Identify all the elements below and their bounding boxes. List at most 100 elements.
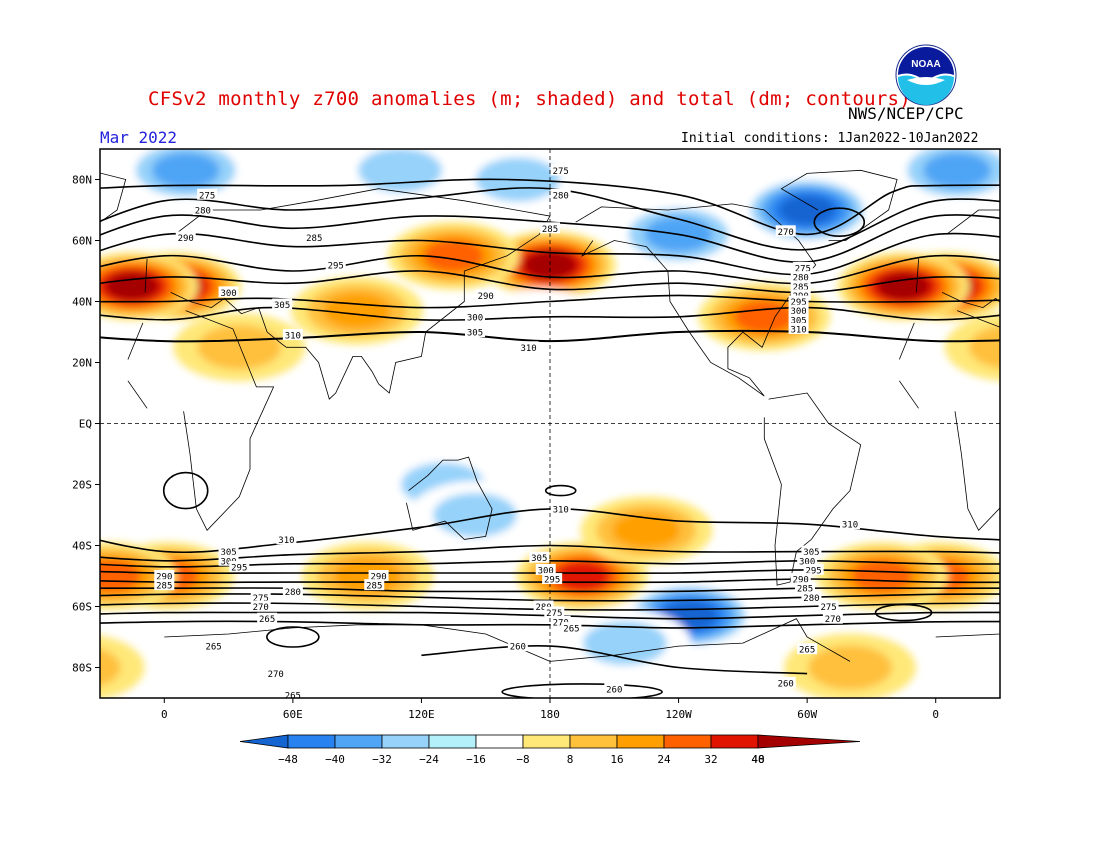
contour-label-bg [788, 322, 809, 334]
contour-label-bg [790, 573, 811, 585]
contour-label: 275 [553, 167, 569, 177]
anomaly-cell [808, 645, 892, 690]
contour-label-bg [265, 667, 286, 679]
contour-label-bg [803, 563, 824, 575]
contour-label: 260 [778, 679, 794, 689]
anomaly-cell [0, 295, 35, 339]
y-tick-label: 40N [72, 296, 92, 309]
contour-label: 300 [790, 307, 806, 317]
contour-line [100, 270, 1000, 294]
contour-label-bg [795, 582, 815, 594]
anomaly-cell [554, 561, 610, 591]
x-tick-label: 0 [932, 708, 939, 721]
contour-line [100, 329, 1000, 343]
contour-label-bg [282, 688, 303, 698]
contour-label-bg [325, 258, 346, 270]
coastline-antarctica [0, 619, 79, 662]
contour-line [100, 306, 1000, 321]
contour-label: 280 [195, 207, 211, 217]
anomaly-cell [323, 292, 392, 329]
anomaly-cell [0, 186, 83, 235]
closed-contour [162, 471, 209, 510]
contour-label: 310 [520, 344, 536, 354]
contour-label-bg [465, 310, 485, 322]
contour-label: 270 [268, 670, 284, 680]
contour-label: 290 [156, 573, 172, 583]
contour-line [100, 187, 1000, 251]
contour-label: 270 [778, 228, 794, 238]
contour-label: 265 [563, 624, 579, 634]
anomaly-cell [151, 152, 220, 189]
anomaly-cell [852, 560, 913, 592]
contour-label-bg [775, 676, 796, 688]
coastline-greenland [100, 172, 127, 223]
contour-label: 285 [366, 582, 382, 592]
anomaly-cell [1095, 293, 1100, 329]
contour-label-bg [790, 271, 811, 283]
colorbar-label: −24 [419, 753, 439, 766]
y-tick-label: 20S [72, 479, 92, 492]
y-tick-label: 40S [72, 540, 92, 553]
coastline-europe-asia [144, 258, 148, 293]
contour-label-bg [550, 164, 571, 176]
contour-label-bg [250, 600, 271, 612]
colorbar-label: −32 [372, 753, 392, 766]
colorbar-label: 32 [704, 753, 717, 766]
contour-label-bg [304, 231, 325, 243]
contour-label-bg [542, 573, 563, 585]
contour-label: 275 [795, 264, 811, 274]
contour-label-bg [550, 615, 571, 627]
coastline-africa [183, 310, 919, 531]
contour-label: 265 [799, 646, 815, 656]
contour-line [100, 544, 1000, 562]
contour-line [100, 254, 1000, 285]
contour-label: 305 [531, 554, 547, 564]
longitude-axis: 0 60E 120E 180 120W 60W 0 [161, 698, 939, 721]
colorbar-segment [616, 734, 665, 749]
colorbar-label: −48 [278, 753, 298, 766]
contour-label-bg [550, 188, 571, 200]
noaa-logo: NOAA [895, 44, 957, 106]
contour-label-bg [518, 341, 539, 353]
contour-label: 295 [805, 566, 821, 576]
anomaly-cell [0, 190, 73, 229]
contour-label: 280 [553, 191, 569, 201]
contour-label: 275 [546, 609, 562, 619]
closed-contour [544, 484, 577, 497]
contour-label: 280 [535, 603, 551, 613]
contour-label: 295 [328, 261, 344, 271]
coastline-south-america [763, 392, 862, 586]
contour-line [100, 620, 1000, 629]
contour-label-bg [535, 563, 556, 575]
contour-label: 290 [793, 576, 809, 586]
contour-label-bg [797, 554, 818, 566]
contour-label-bg [788, 304, 809, 316]
contour-label-bg [282, 329, 303, 341]
contour-label: 305 [274, 301, 290, 311]
y-tick-label: 80S [72, 662, 92, 675]
coastline-europe-asia [170, 188, 919, 400]
contour-label: 305 [790, 316, 806, 326]
contour-label-bg [272, 298, 293, 310]
anomaly-cell [100, 648, 121, 687]
x-tick-label: 120W [665, 708, 692, 721]
colorbar-arrow-left [239, 734, 289, 749]
contour-label-bg [282, 585, 303, 597]
anomaly-cell [1063, 277, 1100, 345]
anomaly-cell [0, 181, 92, 239]
contour-label-bg [797, 643, 818, 655]
anomaly-cell [0, 301, 23, 333]
contour-label-bg [818, 600, 839, 612]
colorbar-segment [287, 734, 336, 749]
y-tick-label: 60S [72, 601, 92, 614]
anomaly-cell [333, 558, 402, 594]
anomaly-cell [877, 272, 930, 301]
closed-contour [874, 603, 933, 622]
contour-label-bg [218, 545, 239, 557]
contour-label: 280 [803, 594, 819, 604]
contour-label: 305 [220, 548, 236, 558]
anomaly-cell [8, 195, 63, 225]
contour-label-bg [507, 640, 528, 652]
contour-label-bg [801, 545, 822, 557]
